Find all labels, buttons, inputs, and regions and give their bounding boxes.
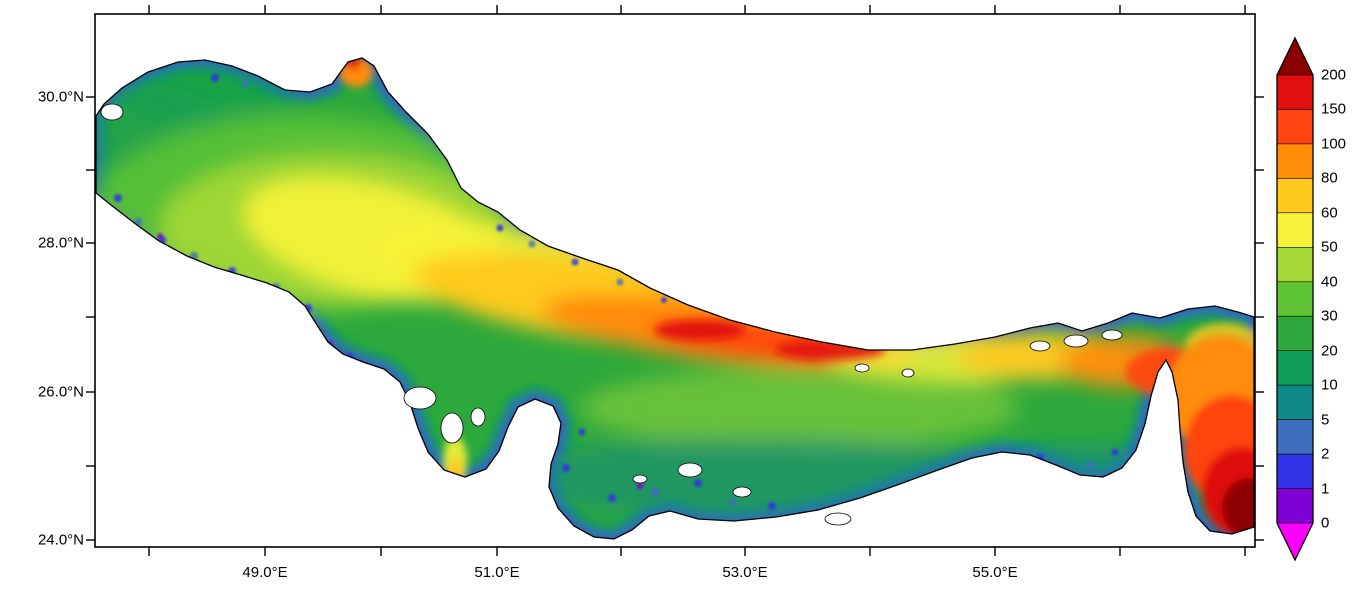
colorbar-tick-label: 5	[1321, 411, 1330, 429]
colorbar-tick-label: 100	[1321, 135, 1347, 153]
colorbar-outline	[1276, 36, 1314, 562]
colorbar-segment	[1276, 281, 1314, 317]
colorbar-under-arrow	[1277, 523, 1313, 560]
colorbar-segment	[1276, 143, 1314, 179]
x-tick-label: 53.0°E	[722, 564, 768, 581]
colorbar-tick-label: 80	[1321, 169, 1338, 187]
channel-red-core-west	[655, 320, 745, 340]
plot-frame	[94, 13, 1256, 548]
colorbar-tick-label: 40	[1321, 273, 1338, 291]
uae-coast-teal	[995, 444, 1155, 480]
colorbar-tick-label: 150	[1321, 100, 1347, 118]
colorbar-tick-label: 60	[1321, 204, 1338, 222]
colorbar-tick-label: 10	[1321, 376, 1338, 394]
south-yellow-green	[580, 368, 1020, 448]
x-tick-label: 55.0°E	[972, 564, 1018, 581]
axis-ticks	[86, 5, 1264, 556]
y-tick-label: 30.0°N	[37, 88, 84, 106]
field-bands	[96, 67, 1190, 520]
colorbar-tick-label: 20	[1321, 342, 1338, 360]
colorbar-segment	[1276, 315, 1314, 352]
oman-dark-red	[1222, 478, 1254, 538]
x-tick-label: 51.0°E	[474, 564, 520, 581]
y-tick-label: 28.0°N	[37, 234, 84, 252]
colorbar-segment	[1276, 419, 1314, 455]
colorbar-segment	[1276, 178, 1314, 214]
colorbar-segment	[1276, 453, 1314, 490]
islands	[100, 103, 1123, 526]
colorbar-segments	[1276, 74, 1314, 524]
field-shading	[96, 58, 1254, 539]
colorbar-tick-label: 1	[1321, 480, 1330, 498]
y-tick-label: 24.0°N	[37, 531, 84, 549]
colorbar	[1276, 36, 1314, 562]
colorbar-tick-label: 200	[1321, 66, 1347, 84]
south-shelf-teal	[510, 436, 1010, 520]
bahrain-bay-amber	[448, 458, 462, 482]
colorbar-tick-label: 50	[1321, 238, 1338, 256]
colorbar-over-arrow	[1277, 38, 1313, 75]
colorbar-segment	[1276, 109, 1314, 145]
nw-dark-green-2	[120, 67, 300, 123]
colorbar-segment	[1276, 384, 1314, 421]
colorbar-tick-label: 30	[1321, 307, 1338, 325]
colorbar-tick-label: 2	[1321, 445, 1330, 463]
y-tick-label: 26.0°N	[37, 383, 84, 401]
colorbar-segment	[1276, 74, 1314, 110]
colorbar-tick-label: 0	[1321, 514, 1330, 532]
colorbar-segment	[1276, 247, 1314, 283]
x-tick-label: 49.0°E	[242, 564, 288, 581]
colorbar-segment	[1276, 488, 1314, 524]
colorbar-segment	[1276, 212, 1314, 248]
colorbar-segment	[1276, 350, 1314, 386]
